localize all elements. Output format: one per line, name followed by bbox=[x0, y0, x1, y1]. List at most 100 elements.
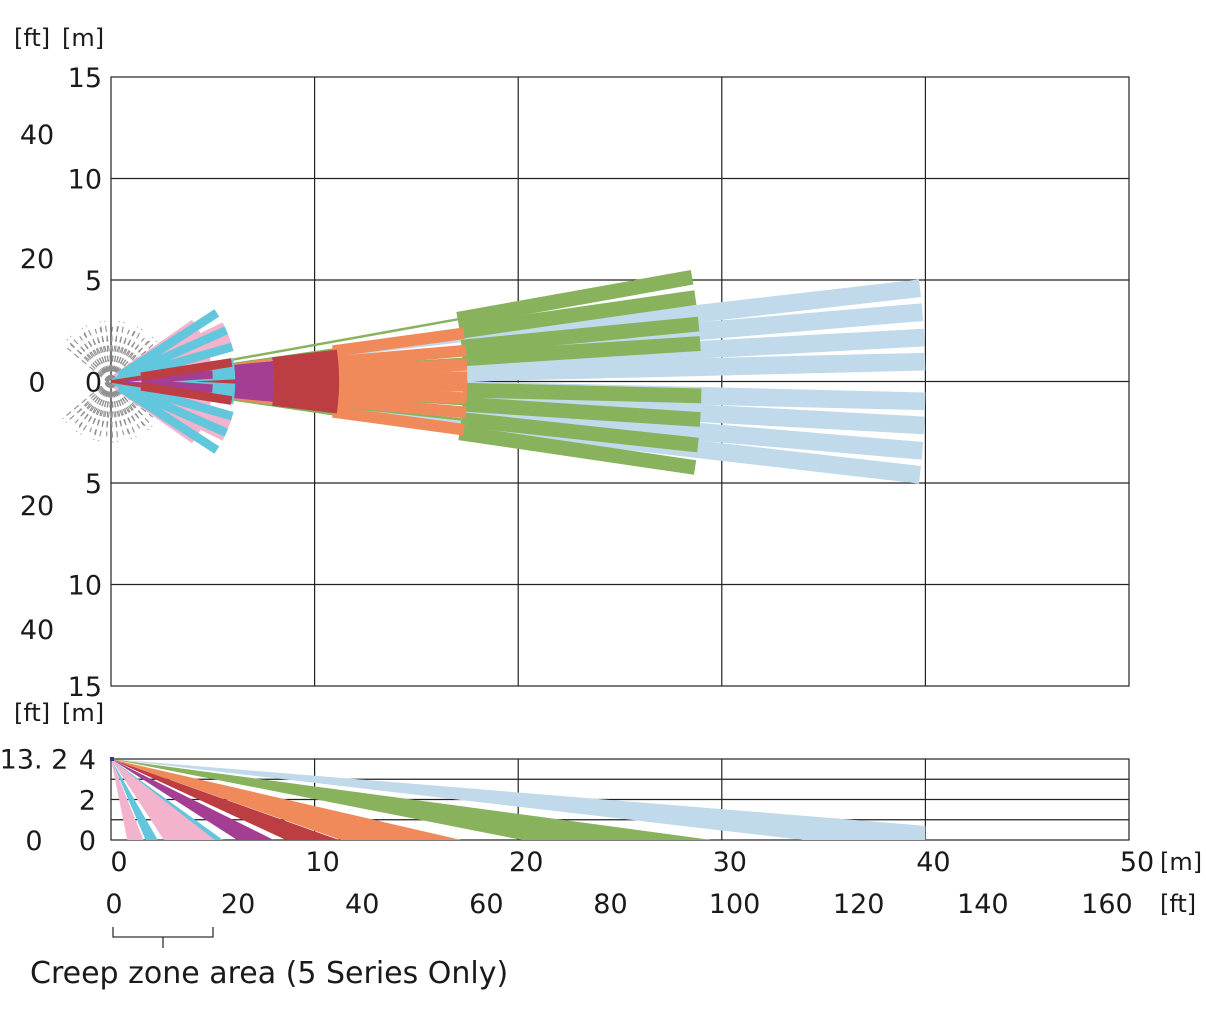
top-y-tick-ft: 20 bbox=[20, 244, 54, 275]
side-x-tick-ft: 160 bbox=[1081, 889, 1133, 920]
side-beam bbox=[111, 759, 223, 840]
creep-fan-line bbox=[112, 340, 149, 384]
side-x-tick-ft: 100 bbox=[709, 889, 761, 920]
side-beam bbox=[111, 759, 926, 840]
side-beam bbox=[111, 759, 274, 840]
side-beam bbox=[111, 759, 340, 840]
side-x-tick-m: 50 bbox=[1120, 847, 1154, 878]
creep-fan-line bbox=[112, 380, 137, 424]
creep-fan-line bbox=[104, 320, 114, 382]
side-beam bbox=[111, 759, 462, 840]
top-view-axis-labels: [ft] [m] 15 10 5 0 5 10 15 40 20 0 20 40 bbox=[14, 24, 104, 703]
creep-fan-line bbox=[112, 326, 118, 382]
top-y-tick-m: 5 bbox=[85, 469, 102, 500]
side-x-tick-m: 10 bbox=[305, 847, 339, 878]
side-beam bbox=[111, 759, 712, 840]
side-y-tick-ft: 0 bbox=[25, 826, 42, 857]
creep-zone-bracket bbox=[112, 927, 214, 948]
top-y-tick-m: 10 bbox=[68, 165, 102, 196]
top-view-beams bbox=[110, 269, 926, 484]
beam-band bbox=[333, 395, 467, 419]
side-y-tick-m: 0 bbox=[79, 826, 96, 857]
creep-fan-line bbox=[112, 331, 135, 383]
beam-band bbox=[141, 379, 213, 393]
beam-band bbox=[458, 290, 697, 339]
beam-band bbox=[140, 381, 233, 405]
beam-band bbox=[118, 381, 229, 437]
creep-fan-line bbox=[85, 325, 114, 381]
top-y-tick-m: 15 bbox=[68, 672, 102, 703]
creep-fan-line bbox=[98, 381, 114, 442]
creep-fan-line bbox=[78, 382, 114, 419]
beam-band bbox=[460, 316, 700, 355]
creep-fan-line bbox=[83, 333, 114, 381]
beam-band bbox=[117, 309, 220, 380]
beam-band bbox=[272, 395, 339, 414]
side-x-tick-ft: 60 bbox=[469, 889, 503, 920]
beam-band bbox=[332, 327, 465, 358]
creep-fan-line bbox=[99, 327, 114, 382]
side-x-tick-ft: 20 bbox=[221, 889, 255, 920]
creep-fan-line bbox=[66, 347, 110, 384]
side-y-unit-m: [m] bbox=[62, 699, 104, 727]
creep-fan-line bbox=[62, 379, 110, 420]
creep-fan-line bbox=[106, 381, 114, 431]
beam-band bbox=[141, 370, 213, 384]
creep-fan-line bbox=[112, 342, 141, 384]
creep-fan-line bbox=[110, 381, 114, 437]
side-x-tick-ft: 120 bbox=[833, 889, 885, 920]
top-y-tick-ft: 20 bbox=[20, 491, 54, 522]
creep-fan-line bbox=[112, 321, 125, 383]
sensor-origin-marker bbox=[110, 757, 114, 761]
side-x-tick-m: 40 bbox=[916, 847, 950, 878]
beam-band bbox=[462, 396, 701, 427]
x-unit-m: [m] bbox=[1160, 848, 1202, 876]
beam-band bbox=[334, 386, 468, 405]
top-y-tick-m: 15 bbox=[68, 63, 102, 94]
creep-fan-line bbox=[91, 382, 114, 427]
top-y-unit-ft: [ft] bbox=[14, 24, 50, 52]
top-y-tick-m: 0 bbox=[85, 368, 102, 399]
creep-fan-line bbox=[78, 382, 114, 427]
creep-fan-line bbox=[74, 379, 110, 416]
beam-band bbox=[234, 388, 274, 402]
creep-zone-caption: Creep zone area (5 Series Only) bbox=[30, 956, 508, 991]
side-y-tick-m: 4 bbox=[79, 745, 96, 776]
creep-fan-line bbox=[112, 380, 123, 430]
side-y-tick-m: 2 bbox=[79, 786, 96, 817]
creep-fan-line bbox=[112, 379, 145, 426]
beam-band bbox=[334, 358, 468, 377]
side-x-tick-ft: 80 bbox=[593, 889, 627, 920]
side-x-tick-m: 20 bbox=[509, 847, 543, 878]
side-x-tick-ft: 140 bbox=[957, 889, 1009, 920]
beam-band bbox=[272, 349, 339, 368]
side-x-tick-ft: 40 bbox=[345, 889, 379, 920]
beam-near bbox=[110, 380, 142, 388]
beam-band bbox=[462, 336, 701, 367]
creep-fan-line bbox=[112, 335, 128, 383]
side-beam bbox=[111, 759, 144, 840]
beam-near bbox=[110, 375, 142, 383]
beam-band bbox=[460, 412, 699, 453]
top-y-tick-ft: 40 bbox=[20, 615, 54, 646]
creep-fan-line bbox=[112, 381, 119, 443]
creep-fan-line bbox=[80, 382, 114, 435]
top-view-grid bbox=[110, 76, 1130, 687]
side-y-unit-ft: [ft] bbox=[14, 699, 50, 727]
top-y-tick-m: 5 bbox=[85, 266, 102, 297]
beam-band bbox=[466, 352, 926, 382]
beam-band bbox=[140, 358, 233, 382]
beam-band bbox=[456, 269, 694, 327]
creep-fan-line bbox=[106, 381, 110, 437]
creep-fan-line bbox=[112, 380, 130, 434]
top-y-unit-m: [m] bbox=[62, 24, 104, 52]
beam-band bbox=[117, 383, 220, 454]
side-x-tick-ft: 0 bbox=[105, 889, 122, 920]
creep-fan-line bbox=[65, 382, 113, 423]
side-y-tick-ft: 13. 2 bbox=[0, 745, 68, 776]
creep-fan-line bbox=[69, 335, 114, 381]
creep-fan-line bbox=[82, 341, 114, 381]
creep-fan-line bbox=[111, 332, 114, 382]
side-beam bbox=[111, 759, 158, 840]
